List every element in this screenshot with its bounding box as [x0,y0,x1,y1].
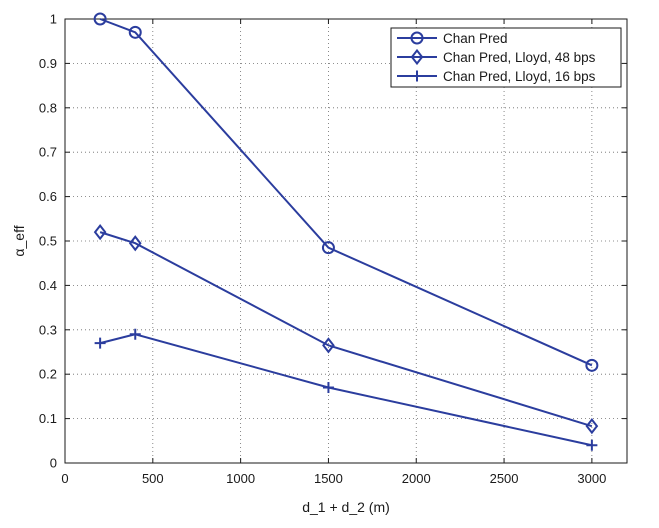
data-point [322,382,334,394]
x-tick-label: 500 [142,471,164,486]
y-tick-label: 0.8 [39,100,57,115]
y-tick-label: 0.3 [39,322,57,337]
y-tick-label: 0.6 [39,189,57,204]
x-tick-label: 1000 [226,471,255,486]
grid [64,18,627,464]
legend-label: Chan Pred, Lloyd, 48 bps [443,50,596,65]
data-point [128,25,142,39]
series-line [99,231,593,428]
data-point [322,337,335,354]
data-point [321,241,335,255]
x-tick-label: 3000 [577,471,606,486]
series-line [99,18,593,367]
legend-item: Chan Pred, Lloyd, 16 bps [397,69,596,84]
series-plus [94,328,598,451]
y-tick-label: 0.4 [39,278,57,293]
series-diamond [93,223,599,435]
data-point [129,328,141,340]
data-point [94,337,106,349]
legend-label: Chan Pred [443,31,508,46]
y-axis-label: α_eff [11,225,27,256]
series-line [99,333,593,447]
x-tick-label: 0 [61,471,68,486]
legend-label: Chan Pred, Lloyd, 16 bps [443,69,596,84]
y-tick-label: 1 [50,12,57,27]
axis-labels: d_1 + d_2 (m) α_eff [11,225,390,515]
data-point [93,12,107,26]
y-tick-label: 0.7 [39,145,57,160]
x-tick-label: 2000 [402,471,431,486]
series-group [93,12,599,451]
legend-item: Chan Pred, Lloyd, 48 bps [397,48,596,66]
data-point [128,235,142,252]
axis-ticks: 0 500 1000 1500 2000 2500 3000 0 0.1 0.2 0.3 0.4 0.5… [39,12,627,486]
data-point [93,223,107,241]
legend-marker [410,31,424,45]
legend-marker [410,48,424,66]
y-tick-label: 0 [50,456,57,471]
data-point [585,358,599,372]
x-axis-label: d_1 + d_2 (m) [302,499,390,515]
y-tick-label: 0.9 [39,56,57,71]
y-tick-label: 0.1 [39,411,57,426]
x-tick-label: 2500 [490,471,519,486]
data-point [586,439,598,451]
legend-item: Chan Pred [397,31,508,46]
legend: Chan Pred Chan Pred, Lloyd, 48 bps Chan Pr… [390,27,622,88]
data-point [585,418,599,435]
y-tick-label: 0.5 [39,234,57,249]
x-tick-label: 1500 [314,471,343,486]
legend-marker [411,70,423,82]
y-tick-label: 0.2 [39,367,57,382]
series-circle [93,12,599,372]
